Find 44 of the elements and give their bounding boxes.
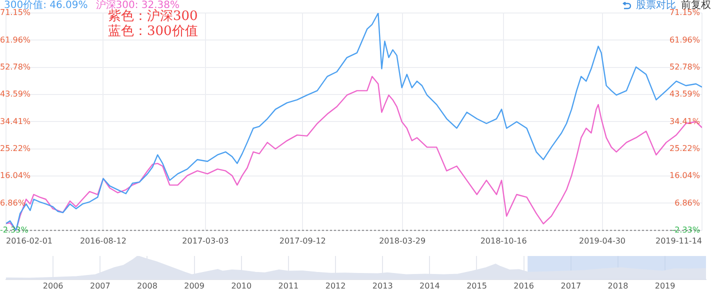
x-tick-label: 2019-04-30 xyxy=(579,236,626,246)
y-tick-label: 52.78% xyxy=(0,62,31,72)
y-tick-label: 16.04% xyxy=(0,171,31,180)
y2-tick-label: 71.15% xyxy=(669,8,700,18)
x-tick-label: 2010 xyxy=(231,281,252,290)
x-tick-label: 2014 xyxy=(419,281,440,290)
x-tick-label: 2016-02-01 xyxy=(6,236,52,246)
y2-tick-label: 52.78% xyxy=(669,62,700,72)
y-tick-label: 61.96% xyxy=(0,35,31,44)
x-tick-label: 2015 xyxy=(466,281,487,290)
annotation: 紫色：沪深300 xyxy=(108,9,198,24)
y-tick-label: 43.59% xyxy=(0,90,31,99)
y2-tick-label: 25.22% xyxy=(669,144,700,153)
annotation: 蓝色：300价值 xyxy=(108,24,198,39)
x-tick-label: 2012 xyxy=(325,281,346,290)
x-tick-label: 2019 xyxy=(654,281,676,290)
x-tick-label: 2019-11-14 xyxy=(656,236,702,246)
y2-tick-label: 43.59% xyxy=(669,90,700,99)
x-tick-label: 2017-03-03 xyxy=(182,236,229,246)
x-tick-label: 2018 xyxy=(608,281,628,290)
x-tick-label: 2017-09-12 xyxy=(279,236,326,246)
x-tick-label: 2008 xyxy=(137,281,158,290)
y-tick-label: 34.41% xyxy=(0,116,31,126)
x-tick-label: 2006 xyxy=(42,281,64,290)
x-tick-label: 2017 xyxy=(560,281,582,290)
x-tick-label: 2018-03-29 xyxy=(379,236,426,246)
y-tick-label: 71.15% xyxy=(0,8,31,18)
text: 股票对比 xyxy=(636,0,676,11)
x-tick-label: 2011 xyxy=(278,281,299,290)
x-tick-label: 2016-08-12 xyxy=(80,236,126,246)
y-tick-label: 6.86% xyxy=(0,198,26,208)
y2-tick-label: 6.86% xyxy=(674,198,700,208)
y2-tick-label: 16.04% xyxy=(669,171,700,180)
x-tick-label: 2009 xyxy=(184,281,204,290)
y-tick-label: 25.22% xyxy=(0,144,31,153)
y2-tick-label: 61.96% xyxy=(669,35,700,44)
x-tick-label: 2007 xyxy=(90,281,110,290)
y-tick-label: -2.33% xyxy=(0,225,29,234)
x-tick-label: 2013 xyxy=(372,281,393,290)
y2-tick-label: -2.33% xyxy=(672,225,700,234)
text: 前复权 xyxy=(681,0,711,11)
x-tick-label: 2016 xyxy=(514,281,534,290)
x-tick-label: 2018-10-16 xyxy=(480,236,527,246)
y2-tick-label: 34.41% xyxy=(669,116,700,126)
